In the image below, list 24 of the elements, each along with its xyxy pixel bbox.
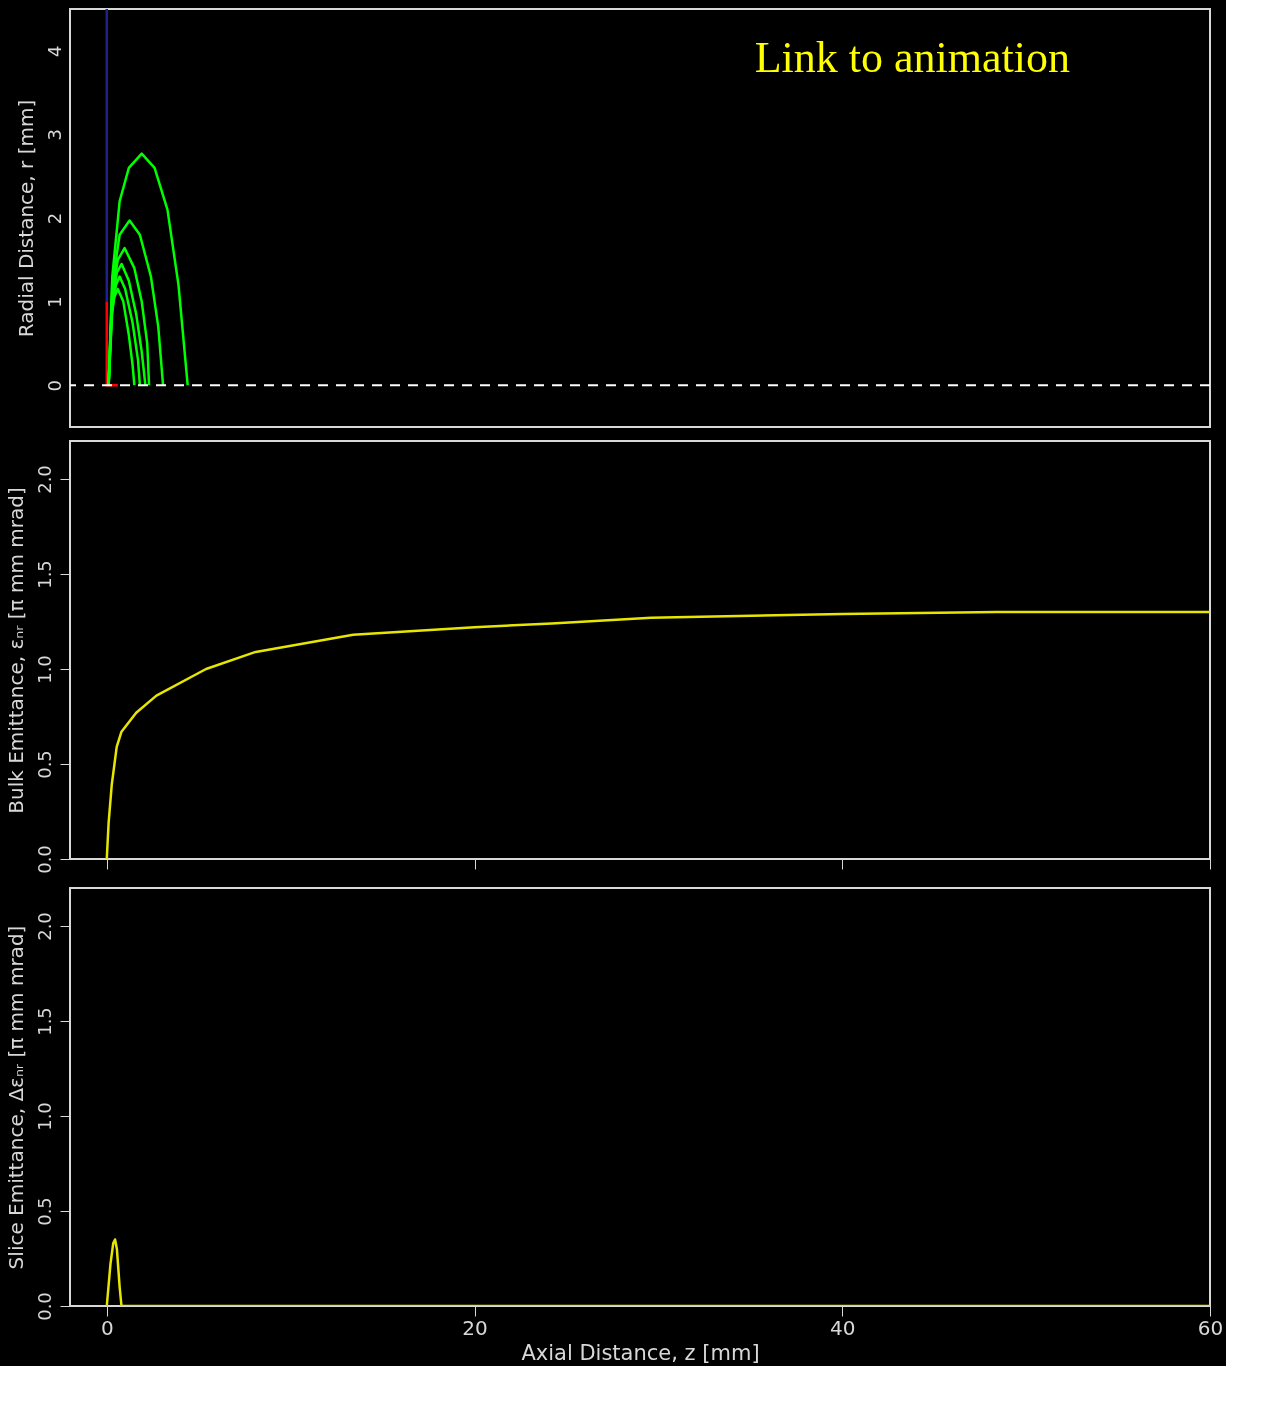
y-tick-label: 2.0 <box>33 465 55 494</box>
y-axis-title: Slice Emittance, Δεₙᵣ [π mm mrad] <box>3 925 28 1270</box>
x-tick-label: 60 <box>1197 1315 1224 1340</box>
y-tick-label: 3 <box>43 129 65 141</box>
y-tick-label: 0.0 <box>33 1292 55 1321</box>
x-axis-title: Axial Distance, z [mm] <box>521 1340 760 1365</box>
y-axis-title: Radial Distance, r [mm] <box>13 99 38 338</box>
y-tick-label: 1.5 <box>33 1007 55 1036</box>
y-tick-label: 1.5 <box>33 560 55 589</box>
y-tick-label: 0.0 <box>33 845 55 874</box>
annotation: Link to animation <box>754 33 1070 82</box>
y-tick-label: 2 <box>43 212 65 225</box>
y-tick-label: 2.0 <box>33 912 55 941</box>
y-tick-label: 0.5 <box>33 750 55 779</box>
y-tick-label: 1.0 <box>33 655 55 684</box>
x-tick-label: 20 <box>462 1315 488 1340</box>
x-tick-label: 0 <box>100 1315 114 1340</box>
y-tick-label: 1 <box>43 296 65 308</box>
y-tick-label: 4 <box>43 45 65 58</box>
y-tick-label: 0 <box>43 379 65 392</box>
y-axis-title: Bulk Emittance, εₙᵣ [π mm mrad] <box>3 487 28 814</box>
x-tick-label: 40 <box>830 1315 856 1340</box>
y-tick-label: 0.5 <box>33 1197 55 1226</box>
y-tick-label: 1.0 <box>33 1102 55 1131</box>
